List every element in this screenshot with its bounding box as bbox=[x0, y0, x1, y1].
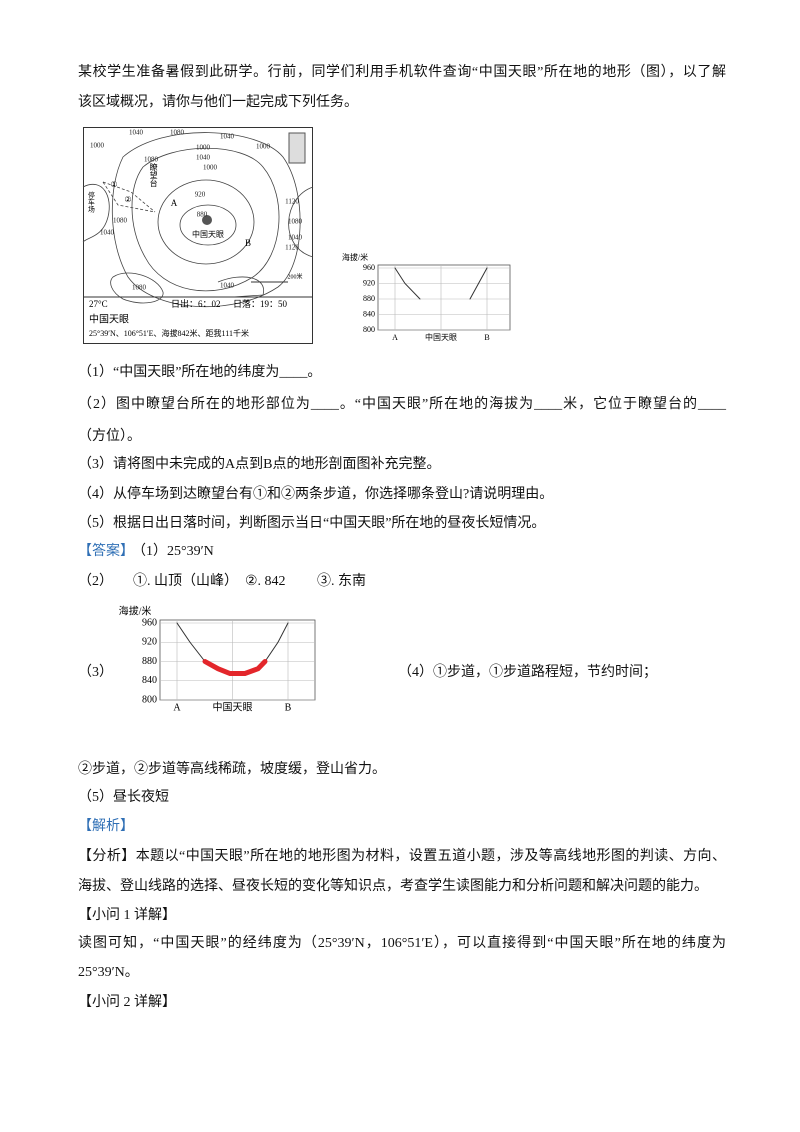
contour-label: 1040 bbox=[288, 234, 303, 242]
x-tick-label: 中国天眼 bbox=[425, 332, 457, 342]
answer-tag: 【答案】 bbox=[78, 544, 134, 559]
contour-label: 1040 bbox=[196, 154, 211, 162]
contour-map: 200米 27°C 日出：6：02 日落：19：50 中国天眼 25°39′N、… bbox=[82, 127, 314, 344]
y-tick-label: 840 bbox=[142, 675, 157, 686]
y-tick-label: 960 bbox=[142, 617, 157, 628]
profile-line bbox=[394, 267, 421, 300]
place-label: 瞭望台 bbox=[149, 162, 158, 188]
question: （方位）。 bbox=[78, 429, 141, 444]
section-head: 【小问 2 详解】 bbox=[78, 995, 176, 1010]
intro-line: 该区域概况，请你与他们一起完成下列任务。 bbox=[78, 95, 358, 110]
question: （3）请将图中未完成的A点到B点的地形剖面图补充完整。 bbox=[78, 457, 441, 472]
y-tick-label: 960 bbox=[363, 263, 375, 272]
analysis-line: 25°39′N。 bbox=[78, 965, 139, 980]
contour-label: 1000 bbox=[196, 144, 211, 152]
map-frame bbox=[83, 127, 313, 344]
y-tick-label: 800 bbox=[142, 694, 157, 705]
answer: （4）①步道，①步道路程短，节约时间； bbox=[398, 665, 657, 680]
contour-label: 1080 bbox=[170, 129, 185, 137]
x-tick-label: B bbox=[484, 333, 489, 342]
contour-label: 1000 bbox=[203, 164, 218, 172]
legend-box bbox=[288, 132, 306, 164]
contour-label: 1120 bbox=[285, 244, 299, 252]
answer: （1）25°39′N bbox=[132, 544, 214, 559]
analysis-line: 海拔、登山线路的选择、昼夜长短的变化等知识点，考查学生读图能力和分析问题和解决问… bbox=[78, 879, 708, 894]
profile-chart: 海拔/米 960 920 880 840 800 A 中国天眼 B bbox=[342, 252, 511, 342]
y-tick-label: 920 bbox=[142, 637, 157, 648]
contour-label: 1000 bbox=[256, 143, 271, 151]
answer: ②步道，②步道等高线稀疏，坡度缓，登山省力。 bbox=[78, 762, 386, 777]
section-head: 【小问 1 详解】 bbox=[78, 908, 176, 923]
profile-line bbox=[202, 659, 268, 677]
place-label: 停车场 bbox=[87, 191, 95, 214]
coords: 25°39′N、106°51′E、海拔842米、距我111千米 bbox=[89, 328, 249, 338]
place-name: 中国天眼 bbox=[89, 312, 129, 325]
contour-label: 1040 bbox=[129, 129, 144, 137]
contour-label: 1120 bbox=[285, 198, 299, 206]
analysis-tag: 【解析】 bbox=[78, 819, 134, 834]
contour-label: 920 bbox=[195, 191, 206, 199]
y-tick-label: 880 bbox=[363, 294, 375, 303]
intro-line: 某校学生准备暑假到此研学。行前，同学们利用手机软件查询“中国天眼”所在地的地形（… bbox=[78, 65, 726, 80]
place-label: ② bbox=[124, 195, 131, 204]
contours bbox=[82, 132, 314, 308]
answer-profile-chart: 海拔/米 960 920 880 840 800 A 中国天眼 B bbox=[119, 604, 316, 713]
answer: ③. 东南 bbox=[317, 574, 366, 589]
question: （2）图中瞭望台所在的地形部位为____。“中国天眼”所在地的海拔为____米，… bbox=[78, 397, 726, 412]
contour-label: 880 bbox=[197, 211, 208, 219]
contour-label: 1040 bbox=[100, 229, 115, 237]
y-axis-label: 海拔/米 bbox=[119, 604, 152, 617]
place-label: A bbox=[171, 198, 178, 208]
question: （4）从停车场到达瞭望台有①和②两条步道，你选择哪条登山?请说明理由。 bbox=[78, 487, 554, 502]
contour-label: 1040 bbox=[220, 133, 235, 141]
scale-label: 200米 bbox=[287, 272, 302, 280]
place-label: ① bbox=[110, 180, 117, 189]
contour-label: 1000 bbox=[90, 142, 105, 150]
question: （1）“中国天眼”所在地的纬度为____。 bbox=[78, 365, 322, 380]
profile-line bbox=[469, 267, 488, 300]
plot-frame bbox=[377, 264, 511, 331]
y-tick-label: 800 bbox=[363, 325, 375, 334]
analysis-line: 【分析】本题以“中国天眼”所在地的地形图为材料，设置五道小题，涉及等高线地形图的… bbox=[78, 849, 726, 864]
x-tick-label: B bbox=[285, 702, 292, 713]
question: （5）根据日出日落时间，判断图示当日“中国天眼”所在地的昼夜长短情况。 bbox=[78, 516, 546, 531]
answer: ②. 842 bbox=[245, 574, 286, 589]
y-tick-label: 840 bbox=[363, 309, 375, 318]
x-tick-label: 中国天眼 bbox=[213, 700, 253, 713]
weather: 27°C bbox=[89, 299, 108, 309]
contour-label: 1080 bbox=[132, 284, 147, 292]
y-tick-label: 880 bbox=[142, 656, 157, 667]
y-tick-label: 920 bbox=[363, 278, 375, 287]
sunset: 日落：19：50 bbox=[233, 298, 288, 309]
answer: （2） bbox=[78, 574, 113, 589]
contour-label: 1080 bbox=[144, 156, 159, 164]
analysis-line: 读图可知，“中国天眼”的经纬度为（25°39′N，106°51′E），可以直接得… bbox=[78, 936, 726, 951]
x-tick-label: A bbox=[173, 702, 181, 713]
place-label: B bbox=[245, 238, 251, 248]
sunrise: 日出：6：02 bbox=[171, 298, 221, 309]
contour-label: 1040 bbox=[220, 282, 235, 290]
x-tick-label: A bbox=[392, 333, 398, 342]
telescope-icon bbox=[202, 215, 212, 225]
answer: （3） bbox=[78, 665, 113, 680]
contour-label: 1080 bbox=[113, 217, 128, 225]
place-label: 中国天眼 bbox=[192, 229, 224, 239]
y-axis-label: 海拔/米 bbox=[342, 252, 368, 262]
answer: （5）昼长夜短 bbox=[78, 790, 169, 805]
answer: ①. 山顶（山峰） bbox=[133, 574, 238, 589]
contour-label: 1080 bbox=[288, 218, 303, 226]
